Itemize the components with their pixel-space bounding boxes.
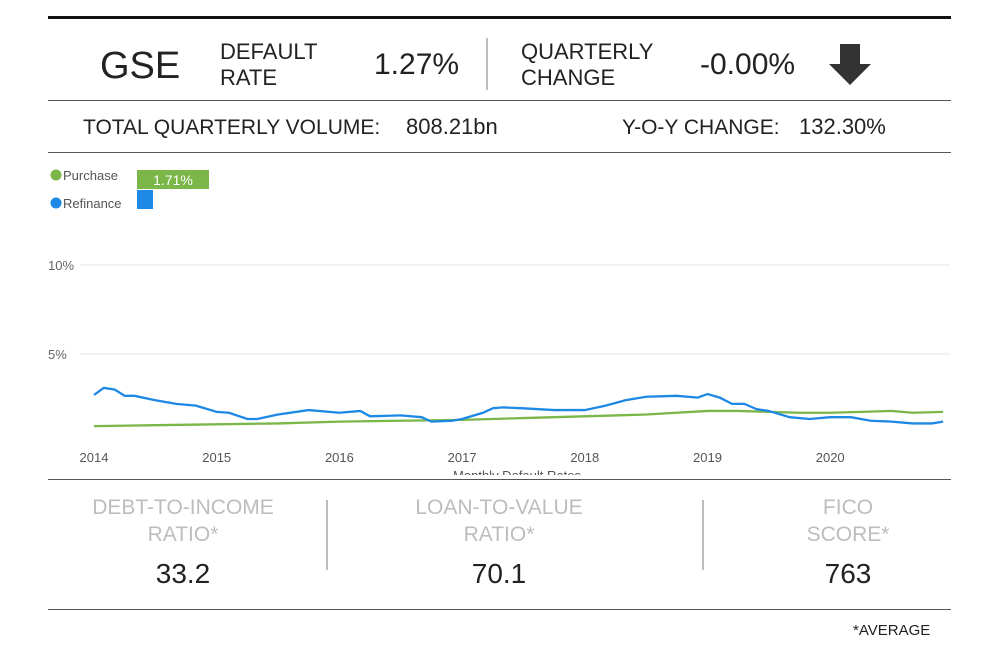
x-tick-label: 2019	[693, 450, 722, 465]
default-rate-value: 1.27%	[374, 48, 460, 81]
x-tick-label: 2020	[816, 450, 845, 465]
legend-label-refinance: Refinance	[63, 196, 122, 211]
legend-marker-refinance	[50, 197, 62, 209]
metric-0: DEBT-TO-INCOME RATIO* 33.2	[33, 494, 333, 590]
volume-label: TOTAL QUARTERLY VOLUME:	[83, 116, 381, 139]
legend-marker-purchase	[50, 169, 62, 181]
x-tick-label: 2016	[325, 450, 354, 465]
quarterly-change-value: -0.00%	[700, 48, 796, 81]
metric-value: 70.1	[471, 558, 527, 589]
yoy-label: Y-O-Y CHANGE:	[622, 116, 780, 139]
x-tick-label: 2018	[570, 450, 599, 465]
bar-value-label: 1.71%	[153, 172, 193, 188]
divider	[702, 500, 704, 570]
entity-title: GSE	[100, 45, 181, 87]
x-tick-label: 2015	[202, 450, 231, 465]
series-line-refinance	[93, 386, 944, 425]
divider	[326, 500, 328, 570]
x-axis-label: Monthly Default Rates	[453, 468, 581, 475]
arrow-down-icon	[829, 44, 871, 85]
x-tick-label: 2014	[80, 450, 109, 465]
default-rate-chart: 5% 10% 2014 2015 2016 2017 2018 2019 2020 Monthly…	[48, 168, 950, 475]
refinance-bar	[137, 190, 153, 209]
rule	[48, 609, 951, 610]
yoy-value: 132.30%	[799, 114, 886, 139]
metric-value: 33.2	[155, 558, 211, 589]
legend-label-purchase: Purchase	[63, 168, 118, 183]
top-rule	[48, 16, 951, 19]
y-tick-label: 10%	[48, 258, 74, 273]
metric-value: 763	[824, 558, 872, 589]
metric-label: DEBT-TO-INCOME RATIO*	[92, 496, 274, 546]
metric-2: FICO SCORE* 763	[698, 494, 998, 590]
series-line-purchase	[93, 409, 944, 428]
rule	[48, 479, 951, 480]
quarterly-change-label: QUARTERLY CHANGE	[521, 39, 654, 90]
metric-label: FICO SCORE*	[806, 496, 890, 546]
purchase-bar	[137, 170, 209, 189]
footnote: *AVERAGE	[853, 622, 931, 639]
divider	[486, 38, 488, 90]
x-tick-label: 2017	[448, 450, 477, 465]
rule	[48, 100, 951, 101]
metric-label: LOAN-TO-VALUE RATIO*	[415, 496, 583, 546]
default-rate-label: DEFAULT RATE	[220, 39, 318, 90]
rule	[48, 152, 951, 153]
y-tick-label: 5%	[48, 347, 67, 362]
metric-1: LOAN-TO-VALUE RATIO* 70.1	[349, 494, 649, 590]
volume-value: 808.21bn	[406, 114, 498, 139]
